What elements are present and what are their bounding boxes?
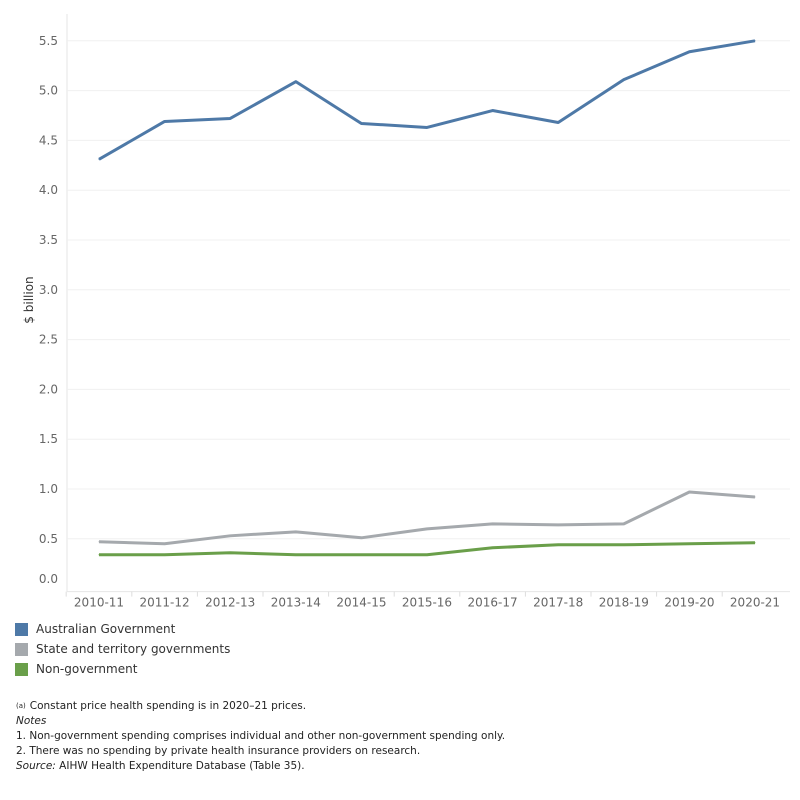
y-tick-label: 3.0 (39, 283, 58, 297)
source-text: AIHW Health Expenditure Database (Table … (55, 760, 305, 772)
y-tick-label: 4.5 (39, 133, 58, 147)
source-label: Source: (16, 760, 56, 772)
data-point (557, 544, 559, 546)
legend-item[interactable]: Non-government (15, 659, 230, 679)
data-point (295, 531, 297, 533)
note-2: 2. There was no spending by private heal… (16, 745, 421, 757)
data-point (164, 543, 166, 545)
legend-swatch (15, 662, 28, 676)
line-chart: 0.0 0.5 1.0 1.5 2.0 2.5 3.0 3.5 4.0 4.5 5.0 5.5 2010… (22, 14, 790, 610)
data-point (623, 523, 625, 525)
legend-label: State and territory governments (36, 642, 231, 656)
data-point (426, 528, 428, 530)
data-point (688, 543, 690, 545)
y-tick-label: 1.5 (39, 432, 58, 446)
legend-item[interactable]: Australian Government (15, 619, 230, 639)
data-point (360, 122, 362, 124)
y-tick-label: 4.0 (39, 183, 58, 197)
data-point (229, 552, 231, 554)
x-tick-label: 2010-11 (74, 596, 124, 610)
legend-label: Australian Government (36, 622, 176, 636)
notes: (a) Constant price health spending is in … (16, 699, 505, 774)
y-tick-label: 1.0 (39, 482, 58, 496)
data-point (229, 535, 231, 537)
y-tick-label: 5.5 (39, 34, 58, 48)
legend-swatch (15, 642, 28, 656)
y-tick-label: 0.0 (39, 572, 58, 586)
x-tick-label: 2017-18 (533, 596, 583, 610)
series-line-1 (98, 490, 756, 546)
data-point (688, 51, 690, 53)
data-point (557, 121, 559, 123)
x-tick-label: 2015-16 (402, 596, 452, 610)
data-point (98, 541, 100, 543)
footnote: Constant price health spending is in 202… (29, 700, 307, 712)
notes-heading: Notes (16, 715, 47, 727)
legend-item[interactable]: State and territory governments (15, 639, 230, 659)
data-point (688, 491, 690, 493)
data-point (295, 554, 297, 556)
legend: Australian Government State and territory… (15, 619, 230, 679)
data-point (754, 40, 756, 42)
x-tick-label: 2020-21 (730, 596, 780, 610)
data-point (492, 547, 494, 549)
data-point (164, 120, 166, 122)
data-point (164, 554, 166, 556)
y-tick-label: 2.0 (39, 382, 58, 396)
data-point (229, 117, 231, 119)
y-tick-label: 5.0 (39, 84, 58, 98)
x-tick-label: 2014-15 (336, 596, 386, 610)
y-axis-label: $ billion (22, 276, 36, 323)
x-tick-label: 2012-13 (205, 596, 255, 610)
x-tick-label: 2018-19 (599, 596, 649, 610)
data-point (98, 554, 100, 556)
x-tick-label: 2011-12 (140, 596, 190, 610)
x-tick-label: 2016-17 (468, 596, 518, 610)
x-tick-label: 2013-14 (271, 596, 321, 610)
data-point (295, 81, 297, 83)
data-point (623, 79, 625, 81)
y-tick-label: 0.5 (39, 532, 58, 546)
series-line-2 (99, 541, 756, 557)
data-point (360, 554, 362, 556)
legend-label: Non-government (36, 662, 138, 676)
data-point (492, 110, 494, 112)
data-point (754, 496, 756, 498)
data-point (557, 524, 559, 526)
series-line-0 (98, 39, 756, 161)
y-tick-label: 3.5 (39, 233, 58, 247)
data-point (754, 542, 756, 544)
note-1: 1. Non-government spending comprises ind… (16, 730, 506, 742)
data-point (98, 158, 100, 160)
y-tick-label: 2.5 (39, 333, 58, 347)
data-point (623, 544, 625, 546)
data-point (426, 126, 428, 128)
x-tick-label: 2019-20 (664, 596, 714, 610)
footnote-marker: (a) (16, 702, 26, 710)
data-point (426, 554, 428, 556)
data-point (360, 537, 362, 539)
data-point (492, 523, 494, 525)
legend-swatch (15, 622, 28, 636)
